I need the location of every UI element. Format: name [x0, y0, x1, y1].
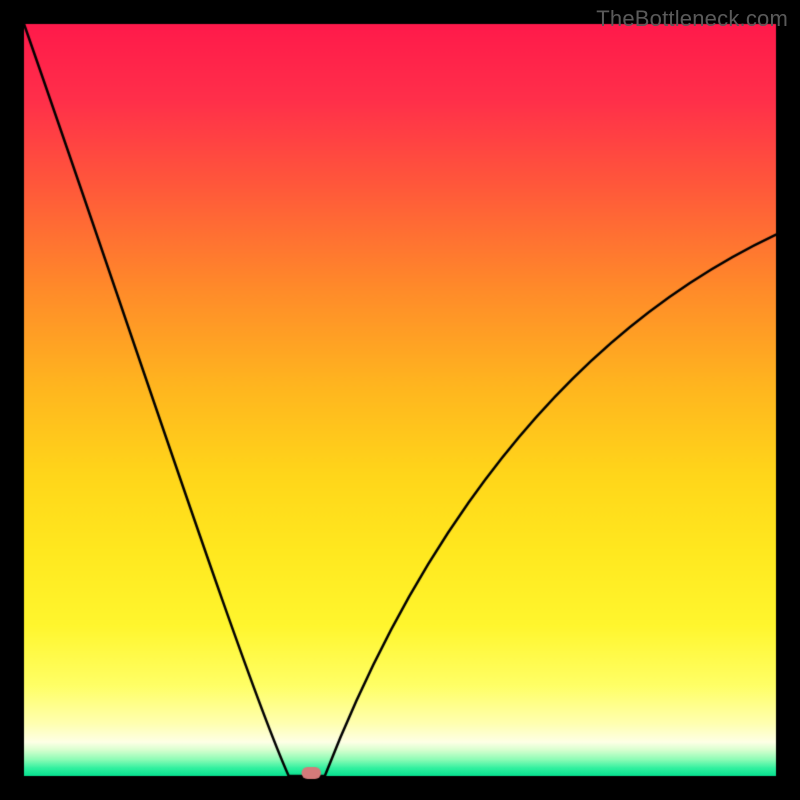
watermark-text: TheBottleneck.com [596, 6, 788, 32]
bottleneck-chart [0, 0, 800, 800]
